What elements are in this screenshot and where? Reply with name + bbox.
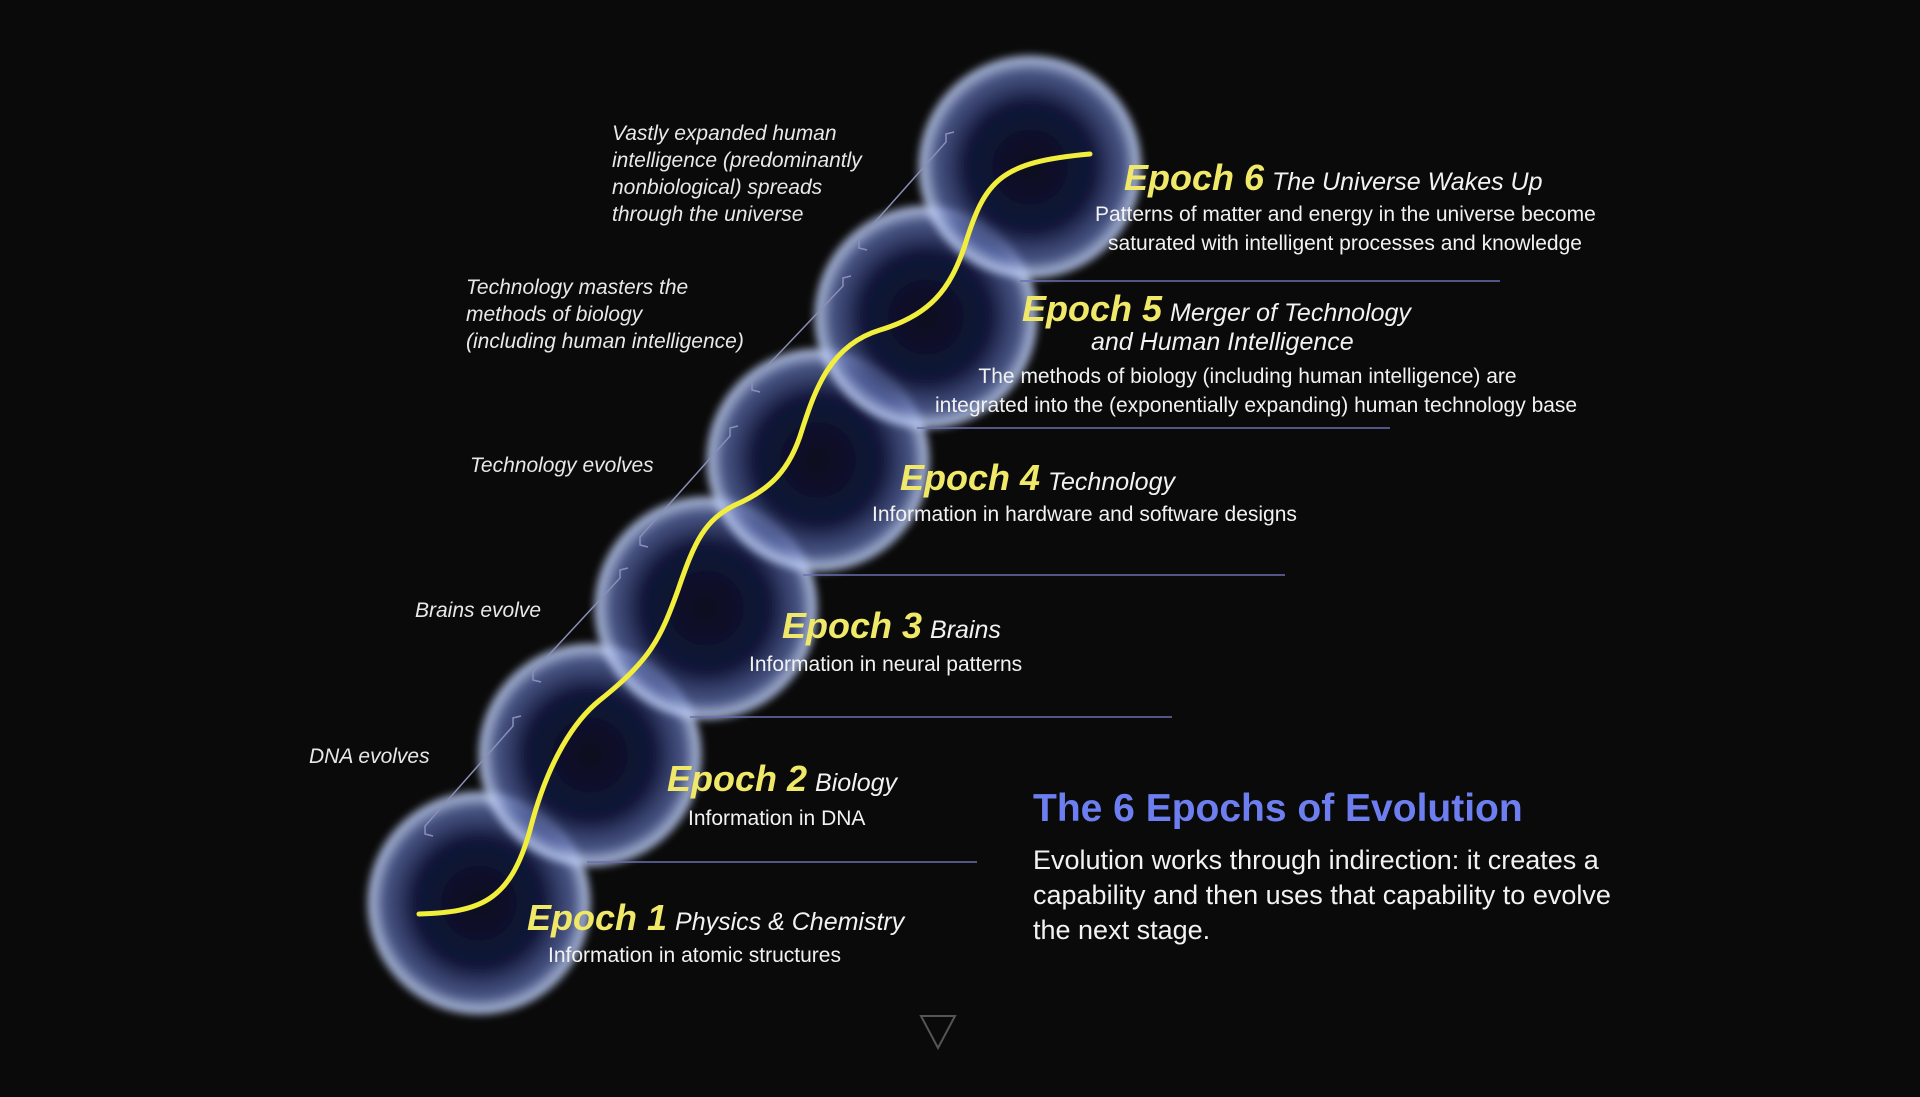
transition-5-line-3: nonbiological) spreads <box>612 176 823 199</box>
transition-5-line-1: Vastly expanded human <box>612 122 837 145</box>
transition-3-line: Technology evolves <box>470 454 654 477</box>
epoch-5-title: Epoch 5 Merger of Technology <box>1022 291 1411 327</box>
transition-1-label: DNA evolves <box>309 743 430 770</box>
epoch-6-subtitle: The Universe Wakes Up <box>1272 168 1543 196</box>
epoch-6-name: Epoch 6 <box>1124 157 1265 198</box>
epoch-5-subtitle-line2: and Human Intelligence <box>1091 328 1354 356</box>
transition-3-bracket <box>639 425 739 548</box>
transition-2-line: Brains evolve <box>415 599 542 622</box>
epoch-2-description-line: Information in DNA <box>688 807 866 830</box>
epoch-4-title: Epoch 4 Technology <box>900 460 1175 496</box>
epoch-1-name: Epoch 1 <box>527 897 668 938</box>
epoch-4-subtitle: Technology <box>1048 468 1175 496</box>
epoch-3-subtitle: Brains <box>930 616 1001 644</box>
epoch-5-description-line-1: The methods of biology (including human … <box>978 365 1517 388</box>
epoch-6-description-line-2: saturated with intelligent processes and… <box>1108 232 1582 255</box>
epoch-2-name: Epoch 2 <box>667 758 808 799</box>
epoch-6-description-line-1: Patterns of matter and energy in the uni… <box>1095 203 1596 226</box>
transition-4-label: Technology masters the methods of biolog… <box>466 274 744 355</box>
epoch-2-title: Epoch 2 Biology <box>667 761 897 797</box>
epoch-6-title: Epoch 6 The Universe Wakes Up <box>1124 160 1543 196</box>
epoch-1-description: Information in atomic structures <box>548 941 841 970</box>
epoch-6-description: Patterns of matter and energy in the uni… <box>1095 200 1596 258</box>
epoch-4-description-line: Information in hardware and software des… <box>872 503 1297 526</box>
epoch-4-name: Epoch 4 <box>900 457 1041 498</box>
transition-5-bracket <box>858 131 955 251</box>
epoch-1-subtitle: Physics & Chemistry <box>675 908 905 936</box>
epoch-spheres <box>363 51 1146 1019</box>
transition-4-line-2: methods of biology <box>466 303 643 326</box>
epoch-2-subtitle: Biology <box>815 769 898 797</box>
epoch-1-description-line: Information in atomic structures <box>548 944 841 967</box>
transition-brackets <box>424 131 955 837</box>
epoch-5-description-line-2: integrated into the (exponentially expan… <box>935 394 1578 417</box>
transition-3-label: Technology evolves <box>470 452 654 479</box>
triangle-down-icon[interactable] <box>918 1012 958 1052</box>
transition-4-bracket <box>751 275 852 393</box>
transition-1-line: DNA evolves <box>309 745 430 768</box>
epoch-3-description: Information in neural patterns <box>749 650 1022 679</box>
epoch-2-description: Information in DNA <box>688 804 865 833</box>
evolution-curve <box>416 151 1093 917</box>
transition-1-bracket <box>424 715 522 837</box>
epoch-5-description: The methods of biology (including human … <box>935 362 1578 420</box>
transition-2-bracket <box>532 567 629 683</box>
transition-4-line-1: Technology masters the <box>466 276 689 299</box>
transition-5-label: Vastly expanded human intelligence (pred… <box>612 120 862 228</box>
transition-2-label: Brains evolve <box>415 597 541 624</box>
epoch-4-description: Information in hardware and software des… <box>872 500 1297 529</box>
epoch-5-name: Epoch 5 <box>1022 288 1163 329</box>
epoch-5-subtitle: Merger of Technology <box>1170 299 1411 327</box>
transition-5-line-4: through the universe <box>612 203 804 226</box>
epoch-dividers <box>587 280 1500 863</box>
epoch-3-title: Epoch 3 Brains <box>782 608 1001 644</box>
epoch-3-description-line: Information in neural patterns <box>749 653 1023 676</box>
transition-5-line-2: intelligence (predominantly <box>612 149 862 172</box>
diagram-title: The 6 Epochs of Evolution <box>1033 787 1523 830</box>
epoch-3-name: Epoch 3 <box>782 605 923 646</box>
transition-4-line-3: (including human intelligence) <box>466 330 744 353</box>
epoch-1-title: Epoch 1 Physics & Chemistry <box>527 900 904 936</box>
diagram-description: Evolution works through indirection: it … <box>1033 845 1611 945</box>
